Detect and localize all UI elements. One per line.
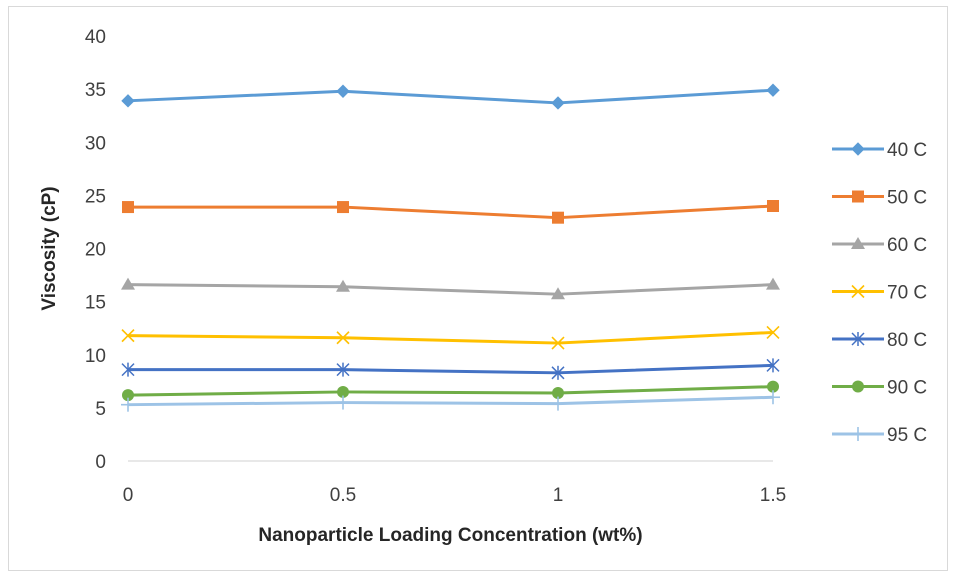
y-tick-label: 25 bbox=[85, 186, 106, 207]
x-tick-label: 0 bbox=[123, 485, 134, 506]
legend-marker bbox=[851, 142, 865, 156]
legend-label: 90 C bbox=[887, 378, 927, 399]
legend-item: 95 C bbox=[832, 425, 927, 446]
series-line bbox=[127, 330, 774, 345]
legend-label: 95 C bbox=[887, 425, 927, 446]
y-tick-label: 5 bbox=[95, 399, 106, 420]
x-tick-label: 1 bbox=[553, 485, 564, 506]
legend-label: 80 C bbox=[887, 330, 927, 351]
data-point bbox=[337, 201, 349, 214]
y-tick-label: 40 bbox=[85, 27, 106, 48]
series-line bbox=[127, 88, 774, 105]
legend-marker bbox=[851, 332, 865, 346]
data-point bbox=[551, 336, 565, 350]
legend-item: 40 C bbox=[832, 140, 927, 161]
data-point bbox=[551, 287, 565, 300]
legend: 40 C 50 C 60 C 70 C 80 C 90 C 95 C bbox=[832, 140, 927, 446]
data-point bbox=[336, 362, 350, 377]
x-axis-title: Nanoparticle Loading Concentration (wt%) bbox=[258, 525, 642, 546]
series-line bbox=[127, 385, 774, 397]
data-point bbox=[121, 397, 135, 412]
data-point bbox=[766, 277, 780, 290]
y-tick-label: 35 bbox=[85, 80, 106, 101]
legend-marker bbox=[852, 380, 864, 393]
legend-label: 40 C bbox=[887, 140, 927, 161]
legend-item: 50 C bbox=[832, 188, 927, 209]
series-line bbox=[127, 283, 774, 296]
series bbox=[121, 277, 780, 300]
data-point bbox=[551, 96, 565, 110]
series bbox=[121, 358, 780, 380]
data-point bbox=[121, 277, 135, 290]
data-point bbox=[552, 387, 564, 399]
legend-item: 80 C bbox=[832, 330, 927, 351]
series-line bbox=[128, 363, 774, 375]
data-point bbox=[122, 389, 134, 402]
series-layer bbox=[121, 83, 780, 412]
legend-marker bbox=[851, 237, 865, 249]
data-point bbox=[336, 395, 350, 410]
legend-item: 60 C bbox=[832, 235, 927, 256]
legend-label: 60 C bbox=[887, 235, 927, 256]
x-tick-label: 1.5 bbox=[760, 485, 786, 506]
x-axis-ticks: 0 0.5 1 1.5 bbox=[123, 485, 787, 506]
data-point bbox=[766, 390, 780, 405]
data-point bbox=[336, 84, 350, 98]
data-point bbox=[336, 331, 350, 345]
series bbox=[121, 325, 780, 350]
y-tick-label: 15 bbox=[85, 293, 106, 314]
data-point bbox=[121, 94, 135, 108]
legend-marker bbox=[851, 427, 865, 441]
data-point bbox=[766, 83, 780, 97]
legend-item: 70 C bbox=[832, 283, 927, 304]
data-point bbox=[336, 279, 350, 292]
y-tick-label: 0 bbox=[95, 452, 106, 473]
data-point bbox=[337, 385, 349, 398]
data-point bbox=[767, 380, 779, 393]
y-tick-label: 20 bbox=[85, 240, 106, 261]
data-point bbox=[121, 362, 135, 377]
y-axis-title: Viscosity (cP) bbox=[39, 186, 60, 310]
legend-marker bbox=[852, 190, 864, 203]
series bbox=[122, 380, 779, 402]
data-point bbox=[766, 325, 780, 340]
data-point bbox=[551, 365, 565, 380]
series bbox=[121, 390, 780, 412]
legend-label: 50 C bbox=[887, 188, 927, 209]
series-line bbox=[128, 204, 774, 220]
data-point bbox=[766, 358, 780, 373]
legend-marker bbox=[851, 284, 865, 299]
y-axis-ticks: 0 5 10 15 20 25 30 35 40 bbox=[85, 27, 106, 473]
legend-item: 90 C bbox=[832, 378, 927, 399]
data-point bbox=[122, 201, 134, 214]
data-point bbox=[551, 396, 565, 411]
x-tick-label: 0.5 bbox=[330, 485, 356, 506]
data-point bbox=[121, 329, 135, 343]
y-tick-label: 10 bbox=[85, 346, 106, 367]
y-tick-label: 30 bbox=[85, 133, 106, 154]
series bbox=[122, 200, 779, 224]
data-point bbox=[767, 200, 779, 212]
series-line bbox=[127, 395, 774, 407]
series bbox=[121, 83, 780, 110]
legend-label: 70 C bbox=[887, 283, 927, 304]
data-point bbox=[552, 211, 564, 224]
